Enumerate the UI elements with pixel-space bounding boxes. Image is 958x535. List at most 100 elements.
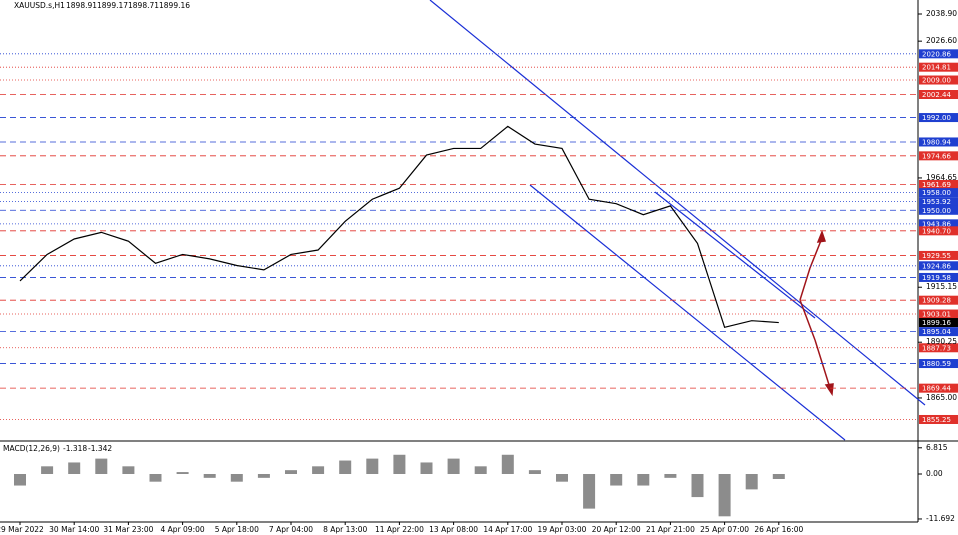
channel-line <box>529 184 846 441</box>
macd-bar <box>637 474 650 486</box>
level-label-box <box>919 327 958 337</box>
level-label-box <box>919 62 958 72</box>
x-tick-label: 25 Apr 07:00 <box>700 525 749 534</box>
macd-bar <box>366 458 379 474</box>
macd-bar <box>312 466 325 474</box>
macd-bar <box>447 458 460 474</box>
macd-bar <box>610 474 623 486</box>
macd-bar <box>14 474 26 486</box>
level-label: 1950.00 <box>922 207 951 215</box>
y-tick-label: 6.815 <box>926 443 948 452</box>
level-label: 1974.66 <box>922 152 951 160</box>
level-label: 2002.44 <box>922 91 951 99</box>
ohlc-value: 1899.17 <box>97 1 128 10</box>
macd-bar <box>393 454 406 474</box>
level-label-box <box>919 179 958 189</box>
macd-bar <box>528 470 541 474</box>
level-label: 1855.25 <box>922 416 951 424</box>
level-label-box <box>919 383 958 393</box>
level-label-box <box>919 90 958 100</box>
level-label-box <box>919 113 958 123</box>
macd-bar <box>474 466 487 474</box>
channel-line <box>654 191 816 319</box>
level-label-box <box>919 205 958 215</box>
macd-bar <box>691 474 704 498</box>
level-label-box <box>919 75 958 85</box>
level-label: 1880.59 <box>922 360 951 368</box>
macd-bar <box>285 470 297 474</box>
level-label-box <box>919 250 958 260</box>
y-tick-label: 0.00 <box>926 469 943 478</box>
level-label: 2014.81 <box>922 64 951 72</box>
x-tick-label: 30 Mar 14:00 <box>49 525 99 534</box>
level-label: 1919.58 <box>922 274 951 282</box>
macd-bar <box>257 474 270 478</box>
level-label-box <box>919 261 958 271</box>
level-label-box <box>919 295 958 305</box>
x-tick-label: 29 Mar 2022 <box>0 525 44 534</box>
x-tick-label: 19 Apr 03:00 <box>538 525 587 534</box>
channel-line <box>429 0 926 406</box>
y-tick-label: 1964.65 <box>926 173 957 182</box>
macd-bar <box>501 454 514 474</box>
level-label-box <box>919 197 958 207</box>
x-tick-label: 7 Apr 04:00 <box>269 525 313 534</box>
y-tick-label: 1890.25 <box>926 337 957 346</box>
y-tick-label: 2026.60 <box>926 36 957 45</box>
level-label-box <box>919 309 958 319</box>
x-tick-label: 13 Apr 08:00 <box>429 525 478 534</box>
level-label-box <box>919 188 958 198</box>
ohlc-value: 1898.71 <box>128 1 159 10</box>
macd-bar <box>149 474 162 482</box>
macd-title: MACD(12,26,9) <box>3 444 60 453</box>
level-label: 1909.28 <box>922 297 951 305</box>
level-label: 1961.69 <box>922 181 951 189</box>
macd-bar <box>230 474 243 482</box>
x-tick-label: 14 Apr 17:00 <box>483 525 532 534</box>
level-label-box <box>919 343 958 353</box>
level-label-box <box>919 359 958 369</box>
macd-bar <box>664 474 677 478</box>
macd-bar <box>718 474 731 517</box>
level-label: 1953.92 <box>922 198 951 206</box>
macd-bar <box>41 466 54 474</box>
level-label-box <box>919 414 958 424</box>
level-label-box <box>919 151 958 161</box>
level-label: 2020.86 <box>922 50 951 58</box>
level-label: 2009.00 <box>922 77 951 85</box>
level-label: 1958.00 <box>922 189 951 197</box>
level-label: 1943.86 <box>922 220 951 228</box>
current-price-box <box>919 318 958 328</box>
macd-bar <box>556 474 568 482</box>
y-tick-label: 1865.00 <box>926 393 957 402</box>
x-tick-label: 8 Apr 13:00 <box>323 525 367 534</box>
level-label: 1940.70 <box>922 227 951 235</box>
level-label: 1992.00 <box>922 114 951 122</box>
symbol: XAUUSD.s,H1 <box>14 1 65 10</box>
macd-bar <box>583 474 596 509</box>
macd-bar <box>122 466 135 474</box>
level-label-box <box>919 272 958 282</box>
ohlc-value: 1898.91 <box>66 1 97 10</box>
level-label-box <box>919 49 958 59</box>
level-label-box <box>919 137 958 147</box>
x-tick-label: 20 Apr 12:00 <box>592 525 641 534</box>
level-label: 1980.94 <box>922 138 951 146</box>
level-label-box <box>919 226 958 236</box>
y-tick-label: 2038.90 <box>926 9 957 18</box>
forecast-arrows <box>799 229 834 397</box>
current-price: 1899.16 <box>922 319 951 327</box>
level-label: 1924.86 <box>922 262 951 270</box>
x-tick-label: 4 Apr 09:00 <box>161 525 205 534</box>
level-label-box <box>919 219 958 229</box>
macd-value: -1.318 <box>63 444 87 453</box>
level-label: 1903.01 <box>922 311 951 319</box>
macd-bar <box>772 474 785 479</box>
macd-value: -1.342 <box>88 444 112 453</box>
macd-bar <box>176 472 189 474</box>
macd-bar <box>420 462 433 474</box>
macd-bar <box>95 458 108 474</box>
level-label: 1887.73 <box>922 344 951 352</box>
